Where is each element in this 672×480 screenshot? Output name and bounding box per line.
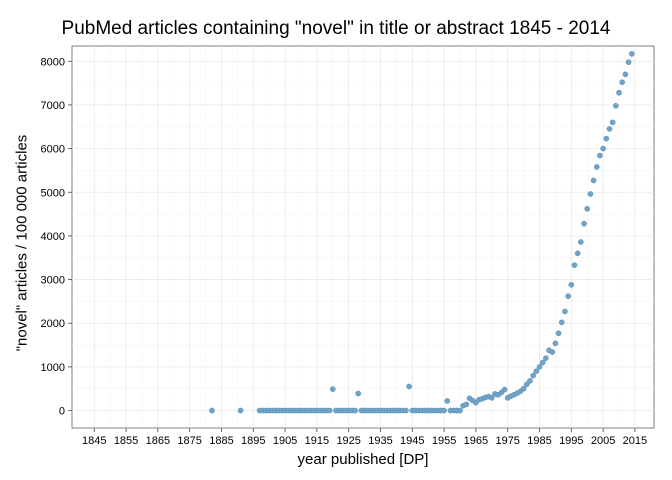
axis-ticks: 1845 1855 1865 1875 1885 1895 1905 1915 1925 1935…: [41, 56, 648, 447]
data-point: [616, 89, 622, 96]
data-point: [539, 359, 546, 366]
data-point: [533, 368, 540, 375]
data-point: [543, 355, 549, 361]
data-point: [329, 386, 336, 392]
x-tick-label: 1945: [400, 435, 424, 447]
data-point: [463, 401, 470, 408]
data-point: [352, 407, 358, 414]
data-point: [523, 381, 530, 388]
x-tick-label: 1915: [305, 435, 329, 447]
data-point: [457, 407, 463, 414]
y-tick-label: 0: [59, 406, 65, 418]
x-tick-label: 1955: [432, 435, 456, 447]
data-point: [606, 126, 613, 132]
y-tick-label: 3000: [41, 275, 65, 287]
data-point: [578, 239, 584, 245]
data-point: [527, 378, 533, 384]
data-point: [622, 71, 629, 78]
data-point: [441, 407, 447, 414]
y-tick-label: 5000: [41, 187, 65, 199]
x-axis-label: year published [DP]: [297, 451, 429, 468]
data-point: [552, 340, 559, 347]
data-point: [501, 386, 508, 393]
data-point: [406, 383, 412, 390]
data-point: [603, 135, 610, 142]
data-point: [403, 407, 409, 414]
y-tick-label: 8000: [41, 56, 65, 68]
data-point: [587, 191, 594, 197]
x-tick-label: 2005: [591, 435, 615, 447]
y-tick-label: 4000: [41, 231, 65, 243]
data-point: [530, 372, 536, 379]
y-tick-label: 7000: [41, 100, 65, 112]
data-point: [488, 395, 495, 401]
data-point: [593, 164, 600, 170]
data-point: [536, 364, 543, 370]
x-tick-label: 1935: [368, 435, 392, 447]
data-point: [619, 79, 626, 86]
x-tick-label: 1985: [527, 435, 551, 447]
x-tick-label: 1925: [336, 435, 360, 447]
x-tick-label: 1885: [209, 435, 233, 447]
data-point: [590, 177, 597, 184]
plot-panel: [71, 45, 655, 429]
x-tick-label: 1905: [273, 435, 297, 447]
data-point: [612, 102, 619, 109]
x-tick-label: 1875: [177, 435, 201, 447]
data-point: [558, 319, 565, 326]
data-point: [584, 205, 591, 212]
data-point: [581, 220, 587, 227]
data-point: [628, 51, 635, 57]
x-tick-label: 1855: [114, 435, 138, 447]
data-point: [571, 262, 578, 269]
x-tick-label: 1965: [464, 435, 488, 447]
grid-lines: [72, 46, 654, 428]
data-point: [609, 119, 616, 126]
y-axis-label: "novel" articles / 100 000 articles: [13, 134, 31, 352]
data-point: [597, 152, 603, 159]
x-tick-label: 1975: [495, 435, 519, 447]
data-point: [600, 145, 606, 152]
data-point: [625, 59, 632, 66]
data-point: [520, 385, 527, 392]
data-point: [574, 250, 581, 257]
x-tick-label: 1995: [559, 435, 583, 447]
data-point: [565, 293, 571, 300]
x-tick-label: 1895: [241, 435, 265, 447]
y-tick-label: 2000: [41, 318, 65, 330]
data-points: [209, 51, 635, 414]
x-tick-label: 1845: [82, 435, 106, 447]
data-point: [568, 281, 575, 288]
x-tick-label: 1865: [146, 435, 170, 447]
x-tick-label: 2015: [623, 435, 647, 447]
data-point: [237, 407, 244, 414]
data-point: [562, 308, 568, 315]
y-tick-label: 1000: [41, 362, 65, 374]
y-tick-label: 6000: [41, 144, 65, 156]
data-point: [549, 349, 556, 355]
data-point: [444, 398, 451, 404]
data-point: [355, 390, 362, 397]
data-point: [326, 407, 333, 414]
data-point: [555, 330, 562, 337]
chart-title: PubMed articles containing "novel" in ti…: [61, 18, 611, 39]
data-point: [209, 407, 215, 414]
